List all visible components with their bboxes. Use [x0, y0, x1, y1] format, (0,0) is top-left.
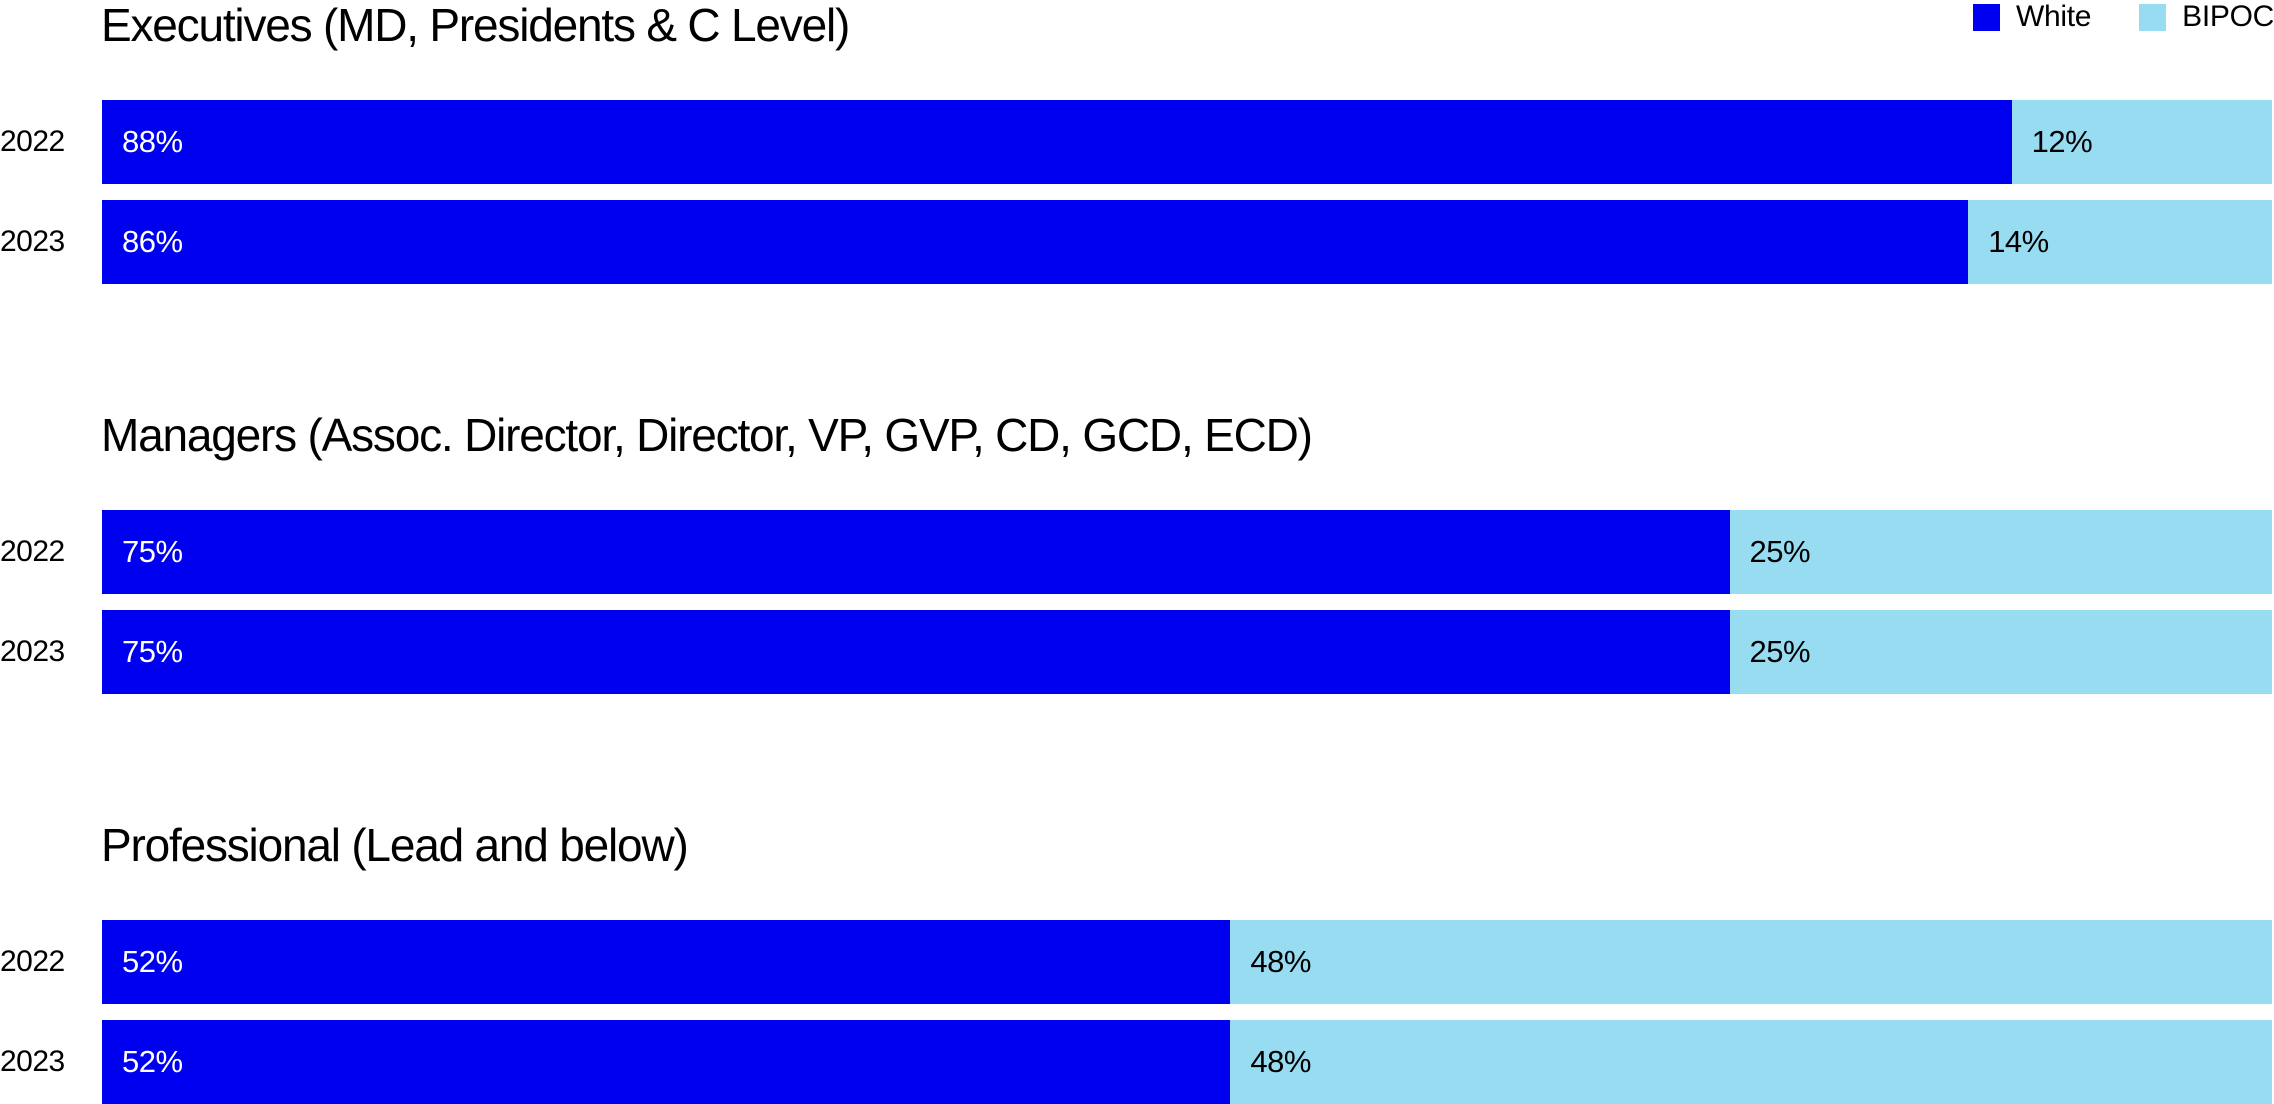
bar-managers-2022: 75% 25% [102, 510, 2272, 594]
group-title-professional: Professional (Lead and below) [101, 819, 689, 871]
year-label-professional-2022: 2022 [0, 945, 65, 978]
year-label-managers-2022: 2022 [0, 535, 65, 568]
legend-swatch-white [1972, 3, 2000, 31]
bar-segment-bipoc: 14% [1968, 200, 2272, 284]
bar-professional-2022: 52% 48% [102, 920, 2272, 1004]
legend-label-bipoc: BIPOC [2182, 0, 2274, 33]
year-label-executives-2023: 2023 [0, 225, 65, 258]
group-title-managers: Managers (Assoc. Director, Director, VP,… [101, 409, 1313, 461]
bar-segment-white: 75% [102, 510, 1730, 594]
bar-segment-white: 75% [102, 610, 1730, 694]
legend: White BIPOC [1925, 0, 2274, 34]
bar-segment-white: 52% [102, 1020, 1231, 1104]
bar-segment-white: 88% [102, 100, 2012, 184]
bar-executives-2023: 86% 14% [102, 200, 2272, 284]
bar-segment-bipoc: 48% [1230, 920, 2272, 1004]
legend-label-white: White [2015, 0, 2092, 33]
year-label-managers-2023: 2023 [0, 635, 65, 668]
legend-swatch-bipoc [2139, 3, 2167, 31]
bar-segment-bipoc: 12% [2011, 100, 2272, 184]
group-title-executives: Executives (MD, Presidents & C Level) [101, 0, 850, 51]
year-label-professional-2023: 2023 [0, 1045, 65, 1078]
legend-item-bipoc: BIPOC [2139, 0, 2274, 34]
bar-managers-2023: 75% 25% [102, 610, 2272, 694]
bar-segment-white: 52% [102, 920, 1231, 1004]
bar-executives-2022: 88% 12% [102, 100, 2272, 184]
bar-professional-2023: 52% 48% [102, 1020, 2272, 1104]
year-label-executives-2022: 2022 [0, 125, 65, 158]
bar-segment-white: 86% [102, 200, 1969, 284]
bar-segment-bipoc: 25% [1729, 510, 2272, 594]
legend-item-white: White [1972, 0, 2092, 34]
bar-segment-bipoc: 48% [1230, 1020, 2272, 1104]
bar-segment-bipoc: 25% [1729, 610, 2272, 694]
